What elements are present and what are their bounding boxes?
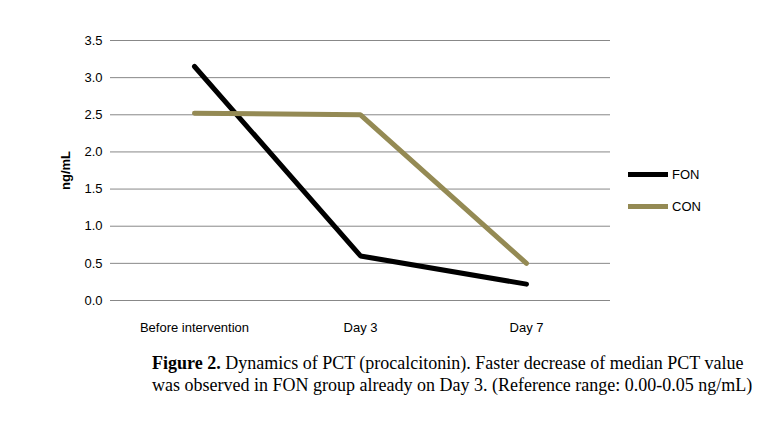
svg-text:1.0: 1.0	[84, 218, 102, 233]
html-text:CON: CON	[672, 198, 701, 214]
svg-text:1.5: 1.5	[84, 181, 102, 196]
svg-text:Before intervention: Before intervention	[140, 320, 249, 335]
svg-text:2.0: 2.0	[84, 144, 102, 159]
html-text:Figure 2. Dynamics of PCT (pro: Figure 2. Dynamics of PCT (procalcitonin…	[152, 353, 753, 395]
svg-text:ng/mL: ng/mL	[58, 151, 73, 190]
html-text:FON: FON	[672, 166, 700, 182]
svg-text:0.5: 0.5	[84, 256, 102, 271]
svg-text:0.0: 0.0	[84, 293, 102, 308]
svg-text:Day 7: Day 7	[510, 320, 544, 335]
svg-text:Day 3: Day 3	[344, 320, 378, 335]
svg-text:2.5: 2.5	[84, 107, 102, 122]
svg-text:3.5: 3.5	[84, 33, 102, 48]
svg-text:3.0: 3.0	[84, 70, 102, 85]
